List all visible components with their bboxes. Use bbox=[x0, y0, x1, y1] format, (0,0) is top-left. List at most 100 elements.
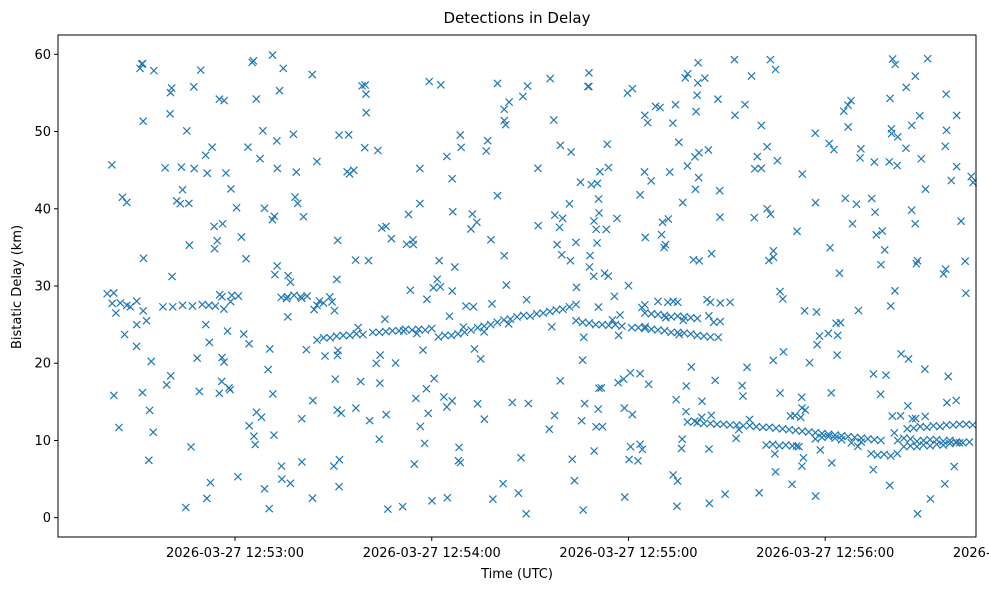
clutter-point bbox=[364, 256, 373, 265]
clutter-point bbox=[268, 389, 277, 398]
clutter-point bbox=[594, 303, 603, 312]
clutter-point bbox=[771, 467, 780, 476]
clutter-point bbox=[763, 204, 772, 213]
track-8-point bbox=[775, 441, 784, 450]
track-2-point bbox=[339, 331, 348, 340]
clutter-point bbox=[333, 236, 342, 245]
clutter-point bbox=[872, 230, 881, 239]
clutter-point bbox=[620, 493, 629, 502]
clutter-point bbox=[277, 475, 286, 484]
clutter-point bbox=[258, 126, 267, 135]
clutter-point bbox=[226, 184, 235, 193]
clutter-point bbox=[252, 95, 261, 104]
track-1-point bbox=[116, 298, 125, 308]
clutter-point bbox=[224, 383, 234, 392]
clutter-point bbox=[843, 101, 852, 110]
track-7-point bbox=[903, 424, 912, 433]
track-2-point bbox=[381, 327, 390, 336]
clutter-point bbox=[518, 92, 527, 101]
clutter-point bbox=[375, 379, 384, 388]
track-2-point bbox=[460, 328, 469, 337]
clutter-point bbox=[911, 414, 920, 423]
track-1-point bbox=[303, 292, 312, 301]
track-7-point bbox=[932, 440, 941, 449]
track-1-point bbox=[296, 292, 305, 301]
clutter-point bbox=[138, 388, 147, 397]
track-7-point bbox=[899, 442, 908, 451]
clutter-point bbox=[816, 445, 825, 455]
track-3-point bbox=[667, 328, 676, 337]
clutter-point bbox=[886, 301, 895, 311]
clutter-point bbox=[320, 352, 329, 361]
track-4-point bbox=[686, 313, 695, 322]
clutter-point bbox=[797, 393, 806, 402]
clutter-point bbox=[354, 323, 363, 332]
clutter-point bbox=[553, 240, 562, 249]
clutter-point bbox=[721, 490, 730, 499]
clutter-point bbox=[145, 406, 154, 415]
track-8-point bbox=[781, 441, 790, 450]
clutter-point bbox=[689, 255, 698, 264]
clutter-point bbox=[514, 489, 523, 498]
track-6-point bbox=[893, 449, 902, 458]
clutter-point bbox=[500, 105, 509, 114]
track-2-point bbox=[394, 326, 403, 335]
clutter-point bbox=[242, 254, 251, 263]
clutter-point bbox=[195, 387, 204, 396]
clutter-point bbox=[256, 154, 265, 163]
clutter-point bbox=[594, 194, 603, 203]
clutter-point bbox=[881, 371, 891, 380]
clutter-point bbox=[547, 322, 556, 331]
clutter-point bbox=[577, 416, 586, 425]
clutter-point bbox=[221, 169, 230, 178]
track-2-point bbox=[440, 331, 449, 340]
clutter-point bbox=[947, 176, 956, 185]
clutter-point bbox=[450, 263, 459, 272]
clutter-point bbox=[738, 381, 747, 390]
clutter-point bbox=[693, 78, 702, 87]
clutter-point bbox=[419, 346, 428, 355]
track-2-point bbox=[421, 325, 430, 335]
clutter-point bbox=[589, 217, 598, 226]
clutter-point bbox=[522, 509, 531, 518]
track-7-point bbox=[949, 420, 958, 430]
y-tick-label: 20 bbox=[34, 357, 51, 372]
clutter-point bbox=[715, 213, 724, 222]
clutter-point bbox=[260, 484, 269, 493]
clutter-point bbox=[620, 404, 629, 413]
track-1-point bbox=[188, 302, 197, 311]
track-4-point bbox=[640, 309, 649, 318]
clutter-point bbox=[177, 163, 186, 172]
clutter-point bbox=[487, 299, 496, 308]
track-7-point bbox=[939, 441, 948, 450]
clutter-point bbox=[793, 227, 802, 236]
clutter-point bbox=[448, 174, 457, 183]
track-4-point bbox=[660, 311, 669, 320]
clutter-point bbox=[847, 96, 856, 105]
clutter-point bbox=[245, 339, 254, 348]
clutter-point bbox=[967, 172, 976, 181]
clutter-point bbox=[443, 493, 452, 502]
clutter-point bbox=[941, 265, 950, 274]
clutter-point bbox=[522, 295, 531, 304]
clutter-point bbox=[798, 170, 807, 179]
clutter-point bbox=[415, 199, 424, 208]
clutter-point bbox=[769, 253, 778, 262]
clutter-point bbox=[813, 340, 822, 349]
clutter-point bbox=[292, 168, 301, 177]
clutter-point bbox=[315, 296, 324, 306]
clutter-point bbox=[361, 80, 370, 90]
track-5-point bbox=[732, 420, 741, 430]
clutter-point bbox=[805, 358, 814, 367]
clutter-point bbox=[566, 256, 575, 265]
clutter-point bbox=[245, 421, 254, 430]
track-2-point bbox=[565, 302, 574, 311]
clutter-point bbox=[769, 356, 778, 365]
clutter-point bbox=[422, 384, 431, 393]
track-5-point bbox=[837, 431, 846, 440]
clutter-point bbox=[613, 214, 622, 223]
track-7-point bbox=[909, 424, 918, 433]
clutter-point bbox=[647, 176, 656, 185]
track-5-point bbox=[850, 433, 859, 442]
y-tick-label: 40 bbox=[34, 202, 51, 217]
